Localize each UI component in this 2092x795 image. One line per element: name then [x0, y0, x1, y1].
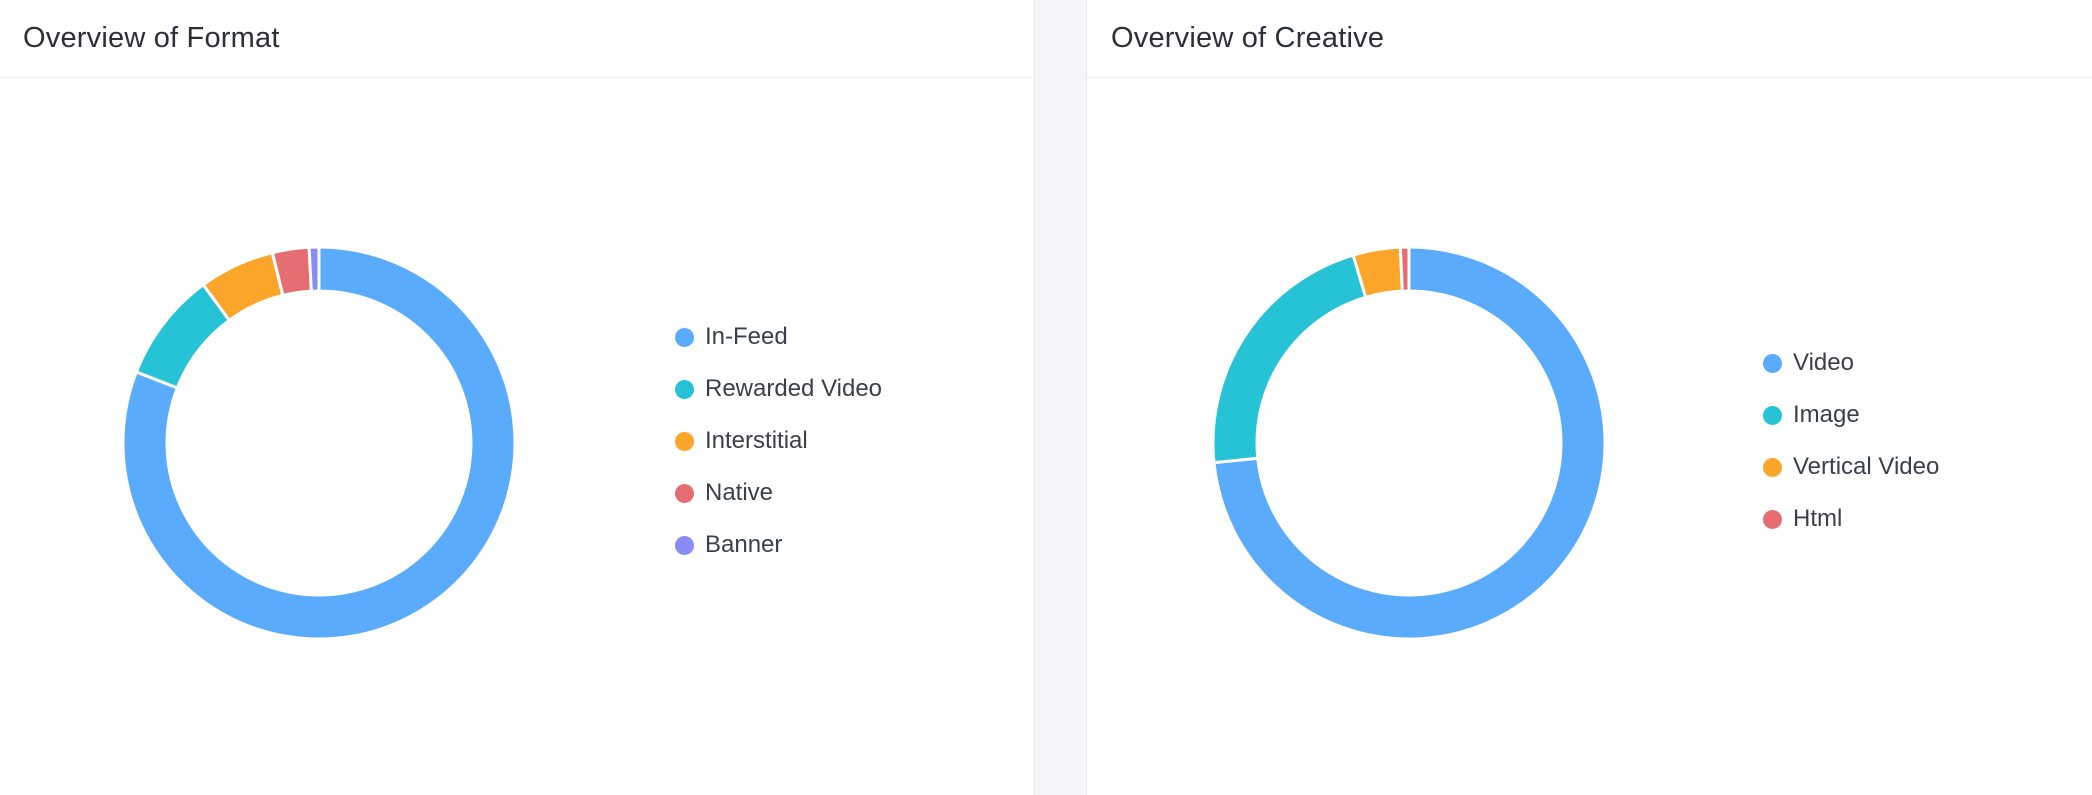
slice-video[interactable]	[1212, 245, 1607, 641]
legend-label: Rewarded Video	[705, 375, 883, 402]
legend-item-banner[interactable]: Banner	[675, 519, 882, 571]
legend-item-video[interactable]: Video	[1763, 337, 1939, 389]
legend-dot	[675, 483, 694, 503]
slice-in-feed[interactable]	[121, 245, 517, 641]
legend-label: Vertical Video	[1793, 453, 1940, 480]
legend-label: Video	[1793, 349, 1854, 376]
creative-legend: Video Image Vertical Video Html	[1763, 337, 1939, 545]
legend-label: Html	[1793, 505, 1843, 532]
legend-item-rewarded-video[interactable]: Rewarded Video	[675, 363, 882, 415]
legend-dot	[1763, 509, 1782, 529]
slice-html[interactable]	[1398, 245, 1411, 293]
legend-dot	[1763, 353, 1782, 373]
legend-item-interstitial[interactable]: Interstitial	[675, 415, 882, 467]
legend-item-vertical-video[interactable]: Vertical Video	[1763, 441, 1939, 493]
legend-dot	[675, 535, 694, 555]
format-card-header: Overview of Format	[0, 0, 1034, 78]
legend-item-html[interactable]: Html	[1763, 493, 1939, 545]
legend-label: Interstitial	[705, 427, 808, 454]
legend-dot	[675, 327, 694, 347]
legend-label: Banner	[705, 531, 783, 558]
format-card-title: Overview of Format	[23, 22, 280, 54]
creative-overview-card: Overview of Creative Video Image Vertica…	[1086, 0, 2092, 795]
legend-label: Native	[705, 479, 774, 506]
legend-label: In-Feed	[705, 323, 788, 350]
legend-dot	[675, 431, 694, 451]
legend-item-native[interactable]: Native	[675, 467, 882, 519]
legend-dot	[1763, 457, 1782, 477]
creative-card-header: Overview of Creative	[1087, 0, 2092, 78]
format-overview-card: Overview of Format In-Feed Rewarded Vide…	[0, 0, 1035, 795]
format-donut-chart	[121, 245, 517, 641]
format-legend: In-Feed Rewarded Video Interstitial Nati…	[675, 311, 882, 571]
legend-item-in-feed[interactable]: In-Feed	[675, 311, 882, 363]
creative-donut-chart	[1211, 245, 1607, 641]
slice-image[interactable]	[1211, 253, 1368, 465]
creative-card-title: Overview of Creative	[1111, 22, 1385, 54]
slice-banner[interactable]	[307, 245, 321, 293]
legend-dot	[675, 379, 694, 399]
legend-item-image[interactable]: Image	[1763, 389, 1939, 441]
legend-dot	[1763, 405, 1782, 425]
legend-label: Image	[1793, 401, 1860, 428]
